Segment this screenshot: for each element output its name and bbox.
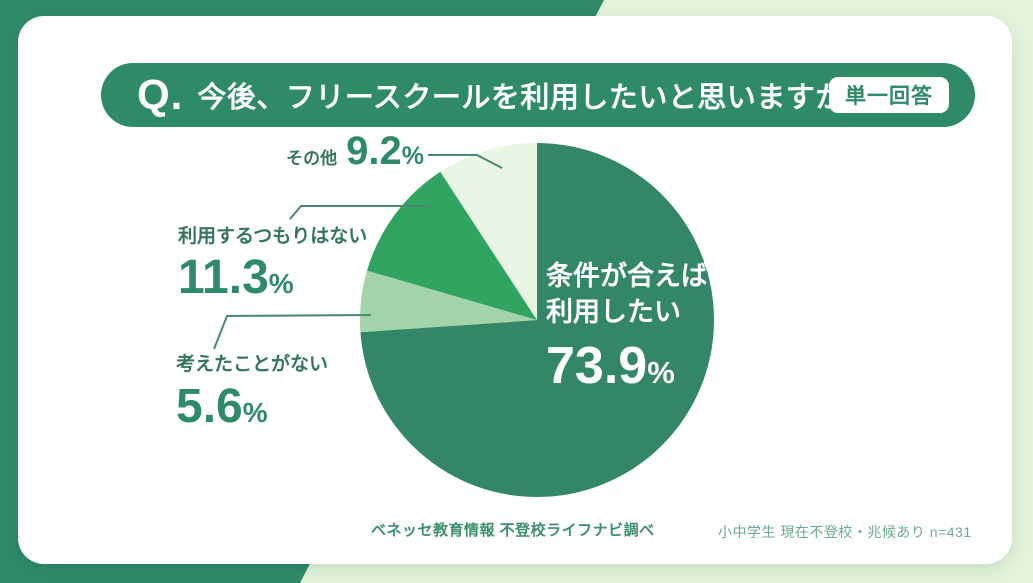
callout-sonota-value: 9.2%	[346, 129, 424, 174]
callout-riyou-shinai: 利用するつもりはない 11.3%	[178, 221, 367, 305]
pie-slice-3	[440, 143, 537, 320]
main-slice-number: 73.9	[546, 337, 648, 395]
leader-line-sonota	[428, 154, 503, 169]
callout-sonota-number: 9.2	[346, 129, 402, 173]
callout-kangaeta: 考えたことがない 5.6%	[176, 349, 328, 434]
leader-line-riyou-shinai	[289, 205, 430, 220]
callout-sonota-label: その他	[286, 149, 338, 168]
callout-kangaeta-value: 5.6%	[176, 379, 328, 434]
source-credit: ベネッセ教育情報 不登校ライフナビ調べ	[371, 522, 655, 539]
leader-line-kangaeta	[213, 314, 372, 350]
main-slice-label-line2: 利用したい	[546, 297, 681, 327]
pie-slice-1	[359, 270, 537, 333]
pie-slice-0	[360, 143, 714, 497]
main-slice-value: 73.9%	[546, 336, 708, 396]
callout-sonota: その他 9.2%	[240, 129, 424, 174]
main-slice-percent-sign: %	[647, 355, 675, 390]
question-text: 今後、フリースクールを利用したいと思いますか	[197, 82, 845, 114]
callout-riyou-shinai-percent-sign: %	[268, 268, 294, 299]
callout-riyou-shinai-number: 11.3	[178, 251, 269, 304]
question-header: Q. 今後、フリースクールを利用したいと思いますか 単一回答	[101, 63, 975, 127]
question-prefix: Q.	[137, 71, 184, 118]
answer-type-badge: 単一回答	[829, 77, 949, 113]
callout-kangaeta-percent-sign: %	[242, 397, 268, 428]
callout-sonota-percent-sign: %	[401, 142, 424, 170]
callout-kangaeta-label: 考えたことがない	[176, 354, 329, 375]
callout-riyou-shinai-label: 利用するつもりはない	[178, 226, 368, 247]
main-slice-label-line1: 条件が合えば	[546, 261, 708, 291]
callout-kangaeta-number: 5.6	[176, 380, 243, 433]
pie-slice-2	[367, 171, 537, 320]
callout-riyou-shinai-value: 11.3%	[178, 250, 367, 305]
sample-note: 小中学生 現在不登校・兆候あり n=431	[718, 524, 972, 540]
main-slice-label: 条件が合えば 利用したい 73.9%	[546, 258, 708, 396]
pie-slices	[359, 143, 714, 497]
